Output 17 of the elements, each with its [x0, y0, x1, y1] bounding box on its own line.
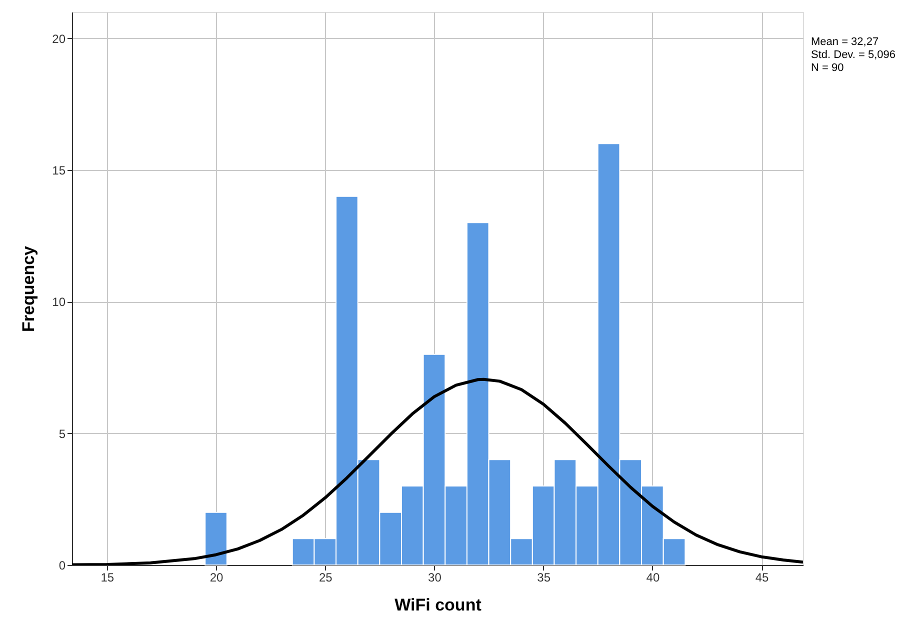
- y-tick-label: 20: [52, 32, 66, 46]
- x-tick-label: 15: [100, 570, 114, 584]
- text: Std. Dev. = 5,096: [811, 49, 896, 61]
- x-tick-label: 45: [755, 570, 770, 584]
- y-tick-label: 10: [52, 295, 66, 310]
- text: Mean = 32,27: [811, 36, 879, 48]
- y-tick-label: 5: [58, 426, 66, 441]
- text: N = 90: [811, 62, 844, 74]
- x-tick-label: 20: [210, 570, 224, 584]
- y-axis-title: Frequency: [19, 245, 38, 332]
- x-tick-label: 25: [318, 570, 333, 584]
- x-axis-title: WiFi count: [394, 596, 482, 614]
- y-tick-label: 0: [58, 558, 66, 572]
- x-tick-label: 40: [646, 570, 660, 584]
- x-tick-label: 30: [428, 570, 442, 584]
- y-tick-label: 15: [52, 164, 66, 178]
- x-tick-label: 35: [537, 570, 551, 584]
